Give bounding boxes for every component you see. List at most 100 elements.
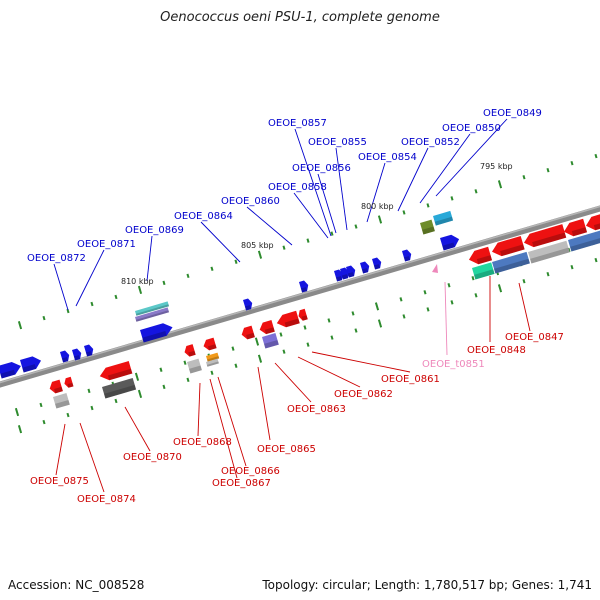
scale-middle-tick [279, 332, 283, 337]
gene-label-oeoe-0860[interactable]: OEOE_0860 [221, 196, 280, 207]
cog-box-purple-shade [135, 310, 170, 322]
gene-label-oeoe-0871[interactable]: OEOE_0871 [77, 239, 136, 250]
gene-label-oeoe-0875[interactable]: OEOE_0875 [30, 476, 89, 487]
reverse-gene-arrow-8 [276, 310, 300, 328]
scale-upper-tick [402, 210, 406, 215]
leader-line-8 [246, 206, 293, 246]
cog-box-orange-shade [207, 356, 220, 362]
cog-box-steel-body [492, 251, 530, 274]
cog-box-grey-1-shade [55, 399, 70, 409]
forward-gene-large-1-shade [0, 369, 16, 379]
scale-middle-tick [447, 283, 451, 288]
forward-gene-large-4-body [440, 234, 460, 251]
cog-box-violet-shade [264, 339, 279, 349]
cog-box-steel [492, 251, 530, 274]
reverse-gene-arrow-2-body [64, 376, 74, 388]
gene-label-oeoe-0863[interactable]: OEOE_0863 [287, 404, 346, 415]
gene-label-oeoe-0855[interactable]: OEOE_0855 [308, 137, 367, 148]
gene-label-oeoe-0869[interactable]: OEOE_0869 [125, 225, 184, 236]
gene-label-oeoe-0867[interactable]: OEOE_0867 [212, 478, 271, 489]
forward-gene-arrow-8 [360, 261, 370, 274]
scale-middle-tick [231, 346, 235, 351]
leader-line-7 [293, 192, 329, 239]
cog-box-steel-2-body [568, 229, 600, 252]
leader-line-25 [444, 281, 448, 356]
cog-box-darkgrey [102, 377, 137, 399]
gene-label-oeoe-0847[interactable]: OEOE_0847 [505, 332, 564, 343]
scale-middle-tick [327, 318, 331, 323]
cog-box-olive-shade [422, 226, 435, 235]
gene-label-oeoe-0872[interactable]: OEOE_0872 [27, 253, 86, 264]
scale-middle-tick [374, 302, 380, 311]
scale-upper-tick [114, 294, 118, 300]
gene-label-oeoe-t0851[interactable]: OEOE_t0851 [422, 359, 485, 370]
reverse-gene-arrow-5 [203, 337, 217, 351]
gene-label-oeoe-0866[interactable]: OEOE_0866 [221, 466, 280, 477]
leader-line-2 [397, 147, 429, 212]
gene-label-oeoe-0868[interactable]: OEOE_0868 [173, 437, 232, 448]
gene-label-oeoe-0854[interactable]: OEOE_0854 [358, 152, 417, 163]
scale-label-800: 800 kbp [361, 202, 394, 211]
leader-line-0 [435, 118, 508, 197]
reverse-gene-arrow-12-shade [532, 232, 567, 248]
gene-label-oeoe-0862[interactable]: OEOE_0862 [334, 389, 393, 400]
reverse-gene-arrow-13 [563, 218, 588, 237]
leader-line-13 [518, 282, 531, 332]
forward-gene-arrow-4-shade [300, 287, 308, 293]
cog-box-purple [135, 307, 170, 322]
scale-lower-tick [162, 384, 166, 390]
gene-label-oeoe-0848[interactable]: OEOE_0848 [467, 345, 526, 356]
scale-middle-tick [399, 297, 403, 302]
reverse-gene-arrow-9-shade [301, 315, 308, 321]
scale-lower-tick [474, 293, 478, 298]
scale-lower-tick [330, 335, 334, 340]
scale-upper-tick [474, 189, 478, 194]
leader-line-3 [366, 162, 386, 223]
forward-gene-arrow-7-shade [347, 272, 355, 278]
cog-box-grey-2-shade [189, 365, 202, 374]
reverse-gene-arrow-4-shade [188, 350, 196, 357]
cog-box-orange [206, 352, 220, 362]
gene-label-oeoe-0858[interactable]: OEOE_0858 [268, 182, 327, 193]
gene-label-oeoe-0861[interactable]: OEOE_0861 [381, 374, 440, 385]
gene-label-oeoe-0865[interactable]: OEOE_0865 [257, 444, 316, 455]
cog-box-grey-2-body [187, 358, 202, 374]
reverse-gene-arrow-12 [523, 224, 567, 248]
scale-upper-tick [90, 301, 94, 307]
cog-box-grey-3-body [206, 358, 219, 367]
gene-label-oeoe-0852[interactable]: OEOE_0852 [401, 137, 460, 148]
cog-box-green [472, 262, 495, 280]
gene-label-oeoe-0864[interactable]: OEOE_0864 [174, 211, 233, 222]
cog-box-steel-shade [494, 258, 530, 274]
scale-upper-tick [426, 203, 430, 208]
scale-upper-tick [186, 273, 190, 279]
forward-gene-arrow-1-body [72, 348, 82, 361]
scale-lower-tick [402, 314, 406, 319]
gene-label-oeoe-0870[interactable]: OEOE_0870 [123, 452, 182, 463]
reverse-gene-arrow-13-body [563, 218, 588, 237]
cog-box-olive [420, 219, 435, 235]
cog-box-orange-body [206, 352, 220, 362]
cog-box-steel-2 [568, 229, 600, 252]
scale-ticks [14, 153, 598, 434]
forward-gene-arrow-7 [346, 265, 356, 278]
scale-upper-tick [546, 167, 550, 173]
forward-gene-large-1 [0, 361, 21, 379]
forward-gene-arrow-2-shade [85, 351, 93, 357]
forward-gene-arrow-9-body [372, 257, 382, 270]
gene-label-oeoe-0850[interactable]: OEOE_0850 [442, 123, 501, 134]
cog-box-cyan-body [433, 210, 454, 226]
cog-box-cyan-shade [434, 216, 454, 226]
scale-lower-tick [594, 257, 598, 263]
scale-label-810: 810 kbp [121, 277, 154, 286]
trna-marker [432, 264, 438, 273]
gene-label-oeoe-0856[interactable]: OEOE_0856 [292, 163, 351, 174]
gene-label-oeoe-0849[interactable]: OEOE_0849 [483, 108, 542, 119]
cog-box-teal [135, 301, 170, 316]
gene-label-oeoe-0874[interactable]: OEOE_0874 [77, 494, 136, 505]
scale-upper-tick [570, 160, 574, 166]
scale-lower-tick [17, 425, 23, 434]
reverse-gene-arrow-2 [64, 376, 74, 388]
gene-label-oeoe-0857[interactable]: OEOE_0857 [268, 118, 327, 129]
